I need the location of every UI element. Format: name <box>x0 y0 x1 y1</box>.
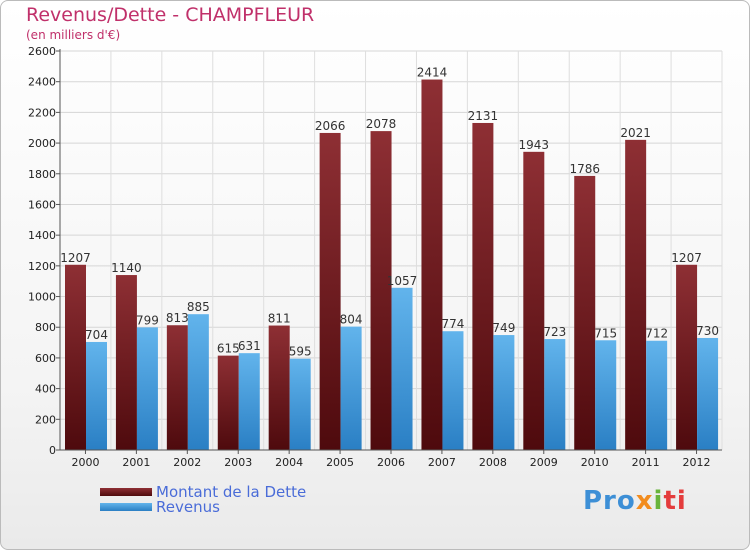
bar-revenus-2008 <box>493 335 515 450</box>
proxiti-logo: Proxiti <box>583 486 687 516</box>
value-label-dette-2001: 1140 <box>111 261 142 275</box>
bar-revenus-2004 <box>289 358 311 450</box>
x-tick-label-2001: 2001 <box>122 456 150 469</box>
value-label-dette-2009: 1943 <box>519 138 550 152</box>
bar-dette-2004 <box>268 325 290 450</box>
bar-dette-2007 <box>421 79 443 450</box>
x-tick-label-2012: 2012 <box>683 456 711 469</box>
value-label-revenus-2004: 595 <box>289 345 312 359</box>
value-label-dette-2006: 2078 <box>366 117 397 131</box>
value-label-dette-2004: 811 <box>268 312 291 326</box>
legend-label-revenus: Revenus <box>156 498 220 516</box>
bar-dette-2006 <box>370 131 392 450</box>
value-label-revenus-2008: 749 <box>492 321 515 335</box>
bar-revenus-2012 <box>697 337 719 450</box>
bar-dette-2005 <box>319 132 341 450</box>
bar-revenus-2011 <box>646 340 668 450</box>
bar-revenus-2001 <box>136 327 158 450</box>
value-label-revenus-2005: 804 <box>340 313 363 327</box>
bar-revenus-2010 <box>595 340 617 450</box>
x-tick-label-2000: 2000 <box>71 456 99 469</box>
x-tick-label-2009: 2009 <box>530 456 558 469</box>
y-tick-label: 0 <box>49 444 56 457</box>
logo-part-2: x <box>635 486 654 516</box>
x-tick-label-2006: 2006 <box>377 456 405 469</box>
y-tick-label: 400 <box>35 383 56 396</box>
logo-part-3: i <box>653 486 664 516</box>
bar-dette-2011 <box>625 139 647 450</box>
value-label-revenus-2001: 799 <box>136 313 159 327</box>
y-tick-label: 1200 <box>28 260 56 273</box>
bar-dette-2002 <box>166 325 188 450</box>
y-tick-label: 200 <box>35 413 56 426</box>
value-label-dette-2010: 1786 <box>569 162 600 176</box>
bar-dette-2010 <box>574 175 596 450</box>
bar-revenus-2005 <box>340 326 362 450</box>
bar-dette-2001 <box>115 275 137 450</box>
bar-dette-2012 <box>676 264 698 450</box>
value-label-dette-2000: 1207 <box>60 251 91 265</box>
legend-swatch-dette <box>100 488 152 496</box>
value-label-revenus-2002: 885 <box>187 300 210 314</box>
value-label-revenus-2007: 774 <box>442 317 465 331</box>
x-tick-label-2003: 2003 <box>224 456 252 469</box>
value-label-revenus-2003: 631 <box>238 339 261 353</box>
x-tick-label-2011: 2011 <box>632 456 660 469</box>
value-label-revenus-2009: 723 <box>543 325 566 339</box>
value-label-revenus-2010: 715 <box>594 326 617 340</box>
axes: 0 200 400 600 800 1000 1200 1400 1600 1800 2000 220… <box>28 45 722 469</box>
value-label-dette-2007: 2414 <box>417 66 448 80</box>
x-tick-label-2002: 2002 <box>173 456 201 469</box>
y-tick-label: 1400 <box>28 229 56 242</box>
value-label-revenus-2000: 704 <box>85 328 108 342</box>
x-tick-label-2005: 2005 <box>326 456 354 469</box>
y-tick-label: 2400 <box>28 76 56 89</box>
chart-subtitle: (en milliers d'€) <box>26 28 121 42</box>
legend-swatch-revenus <box>100 503 152 511</box>
value-label-dette-2008: 2131 <box>468 109 499 123</box>
value-label-dette-2012: 1207 <box>671 251 702 265</box>
value-label-revenus-2006: 1057 <box>387 274 418 288</box>
bar-dette-2000 <box>65 264 86 450</box>
chart-title: Revenus/Dette - CHAMPFLEUR <box>26 4 315 26</box>
x-tick-label-2007: 2007 <box>428 456 456 469</box>
bar-revenus-2000 <box>86 341 107 450</box>
bar-dette-2008 <box>472 122 494 451</box>
bar-revenus-2009 <box>544 339 566 450</box>
y-tick-label: 1000 <box>28 291 56 304</box>
bar-dette-2009 <box>523 151 545 451</box>
value-label-dette-2002: 813 <box>166 311 189 325</box>
value-label-revenus-2011: 712 <box>645 327 668 341</box>
bar-revenus-2007 <box>442 331 464 450</box>
value-label-dette-2003: 615 <box>217 342 240 356</box>
x-tick-label-2008: 2008 <box>479 456 507 469</box>
value-label-dette-2005: 2066 <box>315 119 346 133</box>
legend-label-dette: Montant de la Dette <box>156 483 307 501</box>
y-tick-label: 800 <box>35 321 56 334</box>
logo-part-1: Pro <box>583 486 636 516</box>
bar-dette-2003 <box>217 355 239 450</box>
bars <box>65 79 719 451</box>
bar-revenus-2002 <box>187 314 209 450</box>
y-tick-label: 2000 <box>28 137 56 150</box>
value-label-revenus-2012: 730 <box>696 324 719 338</box>
y-tick-label: 2600 <box>28 45 56 58</box>
y-tick-label: 2200 <box>28 106 56 119</box>
x-tick-label-2010: 2010 <box>581 456 609 469</box>
x-tick-label-2004: 2004 <box>275 456 303 469</box>
logo-part-4: ti <box>663 486 687 516</box>
bar-revenus-2003 <box>238 353 260 450</box>
value-label-dette-2011: 2021 <box>620 126 651 140</box>
y-tick-label: 1600 <box>28 198 56 211</box>
y-tick-label: 1800 <box>28 168 56 181</box>
y-tick-label: 600 <box>35 352 56 365</box>
bar-revenus-2006 <box>391 287 413 450</box>
